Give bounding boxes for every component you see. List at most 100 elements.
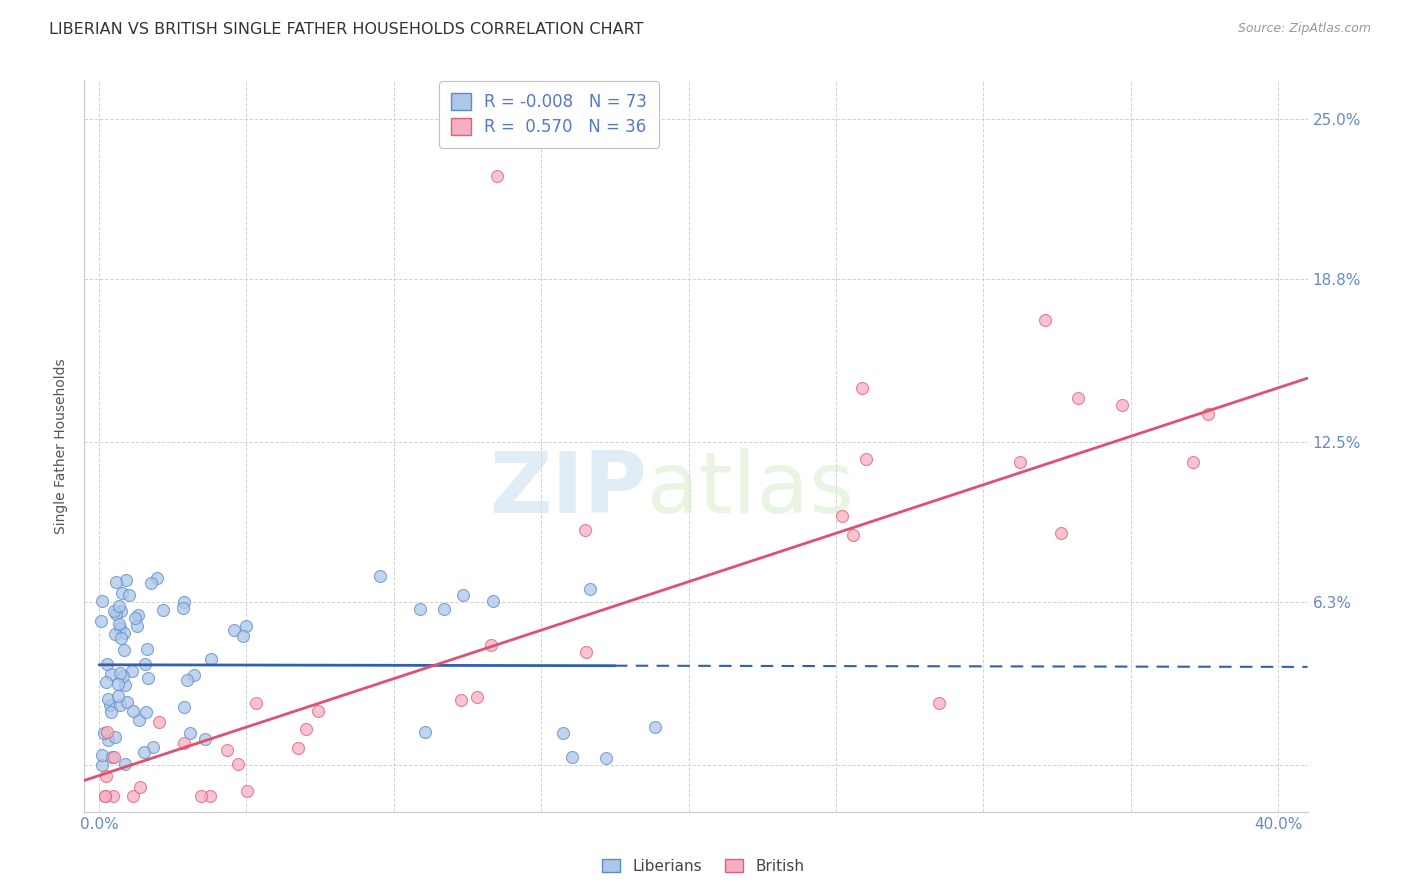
Point bbox=[90, 593, 112, 607]
Point bbox=[1033, 312, 1056, 326]
Point bbox=[236, 784, 259, 798]
Point bbox=[200, 651, 222, 665]
Point bbox=[101, 750, 124, 764]
Point bbox=[368, 569, 391, 583]
Point bbox=[90, 747, 112, 762]
Point bbox=[595, 751, 617, 765]
Point bbox=[148, 714, 170, 729]
Point bbox=[136, 671, 159, 685]
Point bbox=[579, 582, 602, 596]
Point bbox=[110, 604, 132, 618]
Point bbox=[194, 731, 217, 746]
Point bbox=[121, 664, 143, 678]
Point bbox=[107, 599, 129, 613]
Point bbox=[134, 657, 156, 671]
Point bbox=[575, 645, 598, 659]
Point bbox=[110, 698, 132, 713]
Legend: R = -0.008   N = 73, R =  0.570   N = 36: R = -0.008 N = 73, R = 0.570 N = 36 bbox=[440, 81, 659, 148]
Point bbox=[409, 601, 432, 615]
Text: atlas: atlas bbox=[647, 449, 855, 532]
Point bbox=[433, 601, 456, 615]
Point bbox=[93, 726, 115, 740]
Point bbox=[98, 698, 121, 713]
Point bbox=[179, 725, 201, 739]
Point bbox=[173, 736, 195, 750]
Point bbox=[129, 780, 152, 794]
Point bbox=[222, 624, 245, 638]
Point bbox=[198, 789, 221, 804]
Point bbox=[121, 789, 143, 804]
Point bbox=[928, 696, 950, 710]
Point bbox=[176, 673, 198, 687]
Point bbox=[122, 704, 145, 718]
Point bbox=[128, 713, 150, 727]
Point bbox=[103, 749, 125, 764]
Point bbox=[152, 603, 174, 617]
Point bbox=[139, 576, 162, 591]
Point bbox=[94, 675, 117, 690]
Point bbox=[110, 665, 132, 680]
Point bbox=[90, 615, 112, 629]
Point bbox=[111, 586, 134, 600]
Point bbox=[481, 594, 503, 608]
Point bbox=[135, 641, 157, 656]
Text: ZIP: ZIP bbox=[489, 449, 647, 532]
Point bbox=[101, 789, 124, 804]
Point bbox=[104, 607, 127, 622]
Point bbox=[1008, 455, 1031, 469]
Point bbox=[104, 627, 127, 641]
Point bbox=[104, 730, 127, 744]
Point bbox=[553, 726, 575, 740]
Point bbox=[1111, 398, 1133, 412]
Point bbox=[451, 588, 474, 602]
Point bbox=[112, 643, 135, 657]
Y-axis label: Single Father Households: Single Father Households bbox=[55, 359, 69, 533]
Point bbox=[1050, 526, 1073, 541]
Point bbox=[574, 523, 596, 537]
Text: LIBERIAN VS BRITISH SINGLE FATHER HOUSEHOLDS CORRELATION CHART: LIBERIAN VS BRITISH SINGLE FATHER HOUSEH… bbox=[49, 22, 644, 37]
Point bbox=[97, 732, 120, 747]
Point bbox=[232, 629, 254, 643]
Point bbox=[295, 723, 318, 737]
Point bbox=[127, 607, 149, 622]
Point bbox=[287, 741, 309, 756]
Point bbox=[842, 528, 865, 542]
Point bbox=[107, 689, 129, 703]
Point bbox=[111, 669, 134, 683]
Point bbox=[183, 668, 205, 682]
Point bbox=[851, 381, 873, 395]
Point bbox=[115, 695, 138, 709]
Point bbox=[226, 756, 249, 771]
Point bbox=[114, 756, 136, 771]
Point bbox=[97, 691, 120, 706]
Point bbox=[465, 690, 488, 705]
Point bbox=[450, 693, 472, 707]
Point bbox=[96, 657, 118, 671]
Point bbox=[561, 749, 583, 764]
Point bbox=[245, 697, 267, 711]
Point bbox=[142, 740, 165, 755]
Point bbox=[118, 589, 141, 603]
Point bbox=[173, 595, 195, 609]
Point bbox=[1181, 455, 1204, 469]
Point bbox=[110, 631, 132, 645]
Point bbox=[90, 758, 112, 772]
Point bbox=[1197, 408, 1219, 422]
Point bbox=[479, 638, 502, 652]
Point bbox=[105, 574, 128, 589]
Point bbox=[94, 789, 117, 804]
Point bbox=[125, 619, 148, 633]
Point bbox=[94, 769, 117, 783]
Point bbox=[307, 704, 329, 718]
Point bbox=[132, 745, 155, 759]
Point bbox=[100, 705, 122, 719]
Point bbox=[96, 724, 118, 739]
Point bbox=[413, 725, 436, 739]
Point bbox=[145, 571, 167, 585]
Point bbox=[135, 705, 157, 719]
Point bbox=[485, 169, 508, 183]
Point bbox=[108, 621, 131, 635]
Point bbox=[1066, 391, 1088, 405]
Point bbox=[124, 611, 146, 625]
Legend: Liberians, British: Liberians, British bbox=[596, 853, 810, 880]
